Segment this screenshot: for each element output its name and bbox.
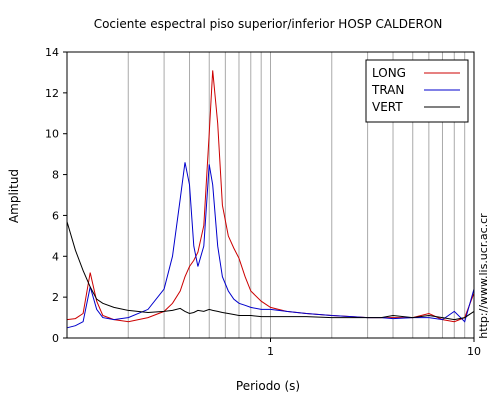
y-tick-label: 2 — [52, 291, 59, 304]
series-group — [66, 70, 475, 329]
x-tick-label: 10 — [467, 345, 481, 358]
legend-label-vert: VERT — [372, 100, 403, 114]
y-tick-label: 6 — [52, 209, 59, 222]
legend-label-tran: TRAN — [371, 83, 404, 97]
x-axis-label: Periodo (s) — [236, 379, 300, 393]
y-tick-label: 4 — [52, 250, 59, 263]
watermark: http://www.lis.ucr.ac.cr — [477, 213, 490, 339]
y-tick-label: 14 — [45, 46, 59, 59]
y-tick-label: 12 — [45, 87, 59, 100]
series-line-vert — [66, 221, 475, 321]
y-tick-label: 10 — [45, 128, 59, 141]
axis-ticks: 0 2 4 6 8 10 12 14 1 10 — [45, 46, 481, 358]
legend-box — [365, 59, 469, 123]
series-line-tran — [66, 162, 475, 329]
y-axis-label: Amplitud — [7, 169, 21, 223]
legend-label-long: LONG — [372, 66, 406, 80]
y-tick-label: 8 — [52, 169, 59, 182]
x-tick-label: 1 — [267, 345, 274, 358]
chart-title: Cociente espectral piso superior/inferio… — [94, 17, 443, 31]
legend: LONG TRAN VERT — [365, 59, 469, 123]
y-tick-label: 0 — [52, 332, 59, 345]
